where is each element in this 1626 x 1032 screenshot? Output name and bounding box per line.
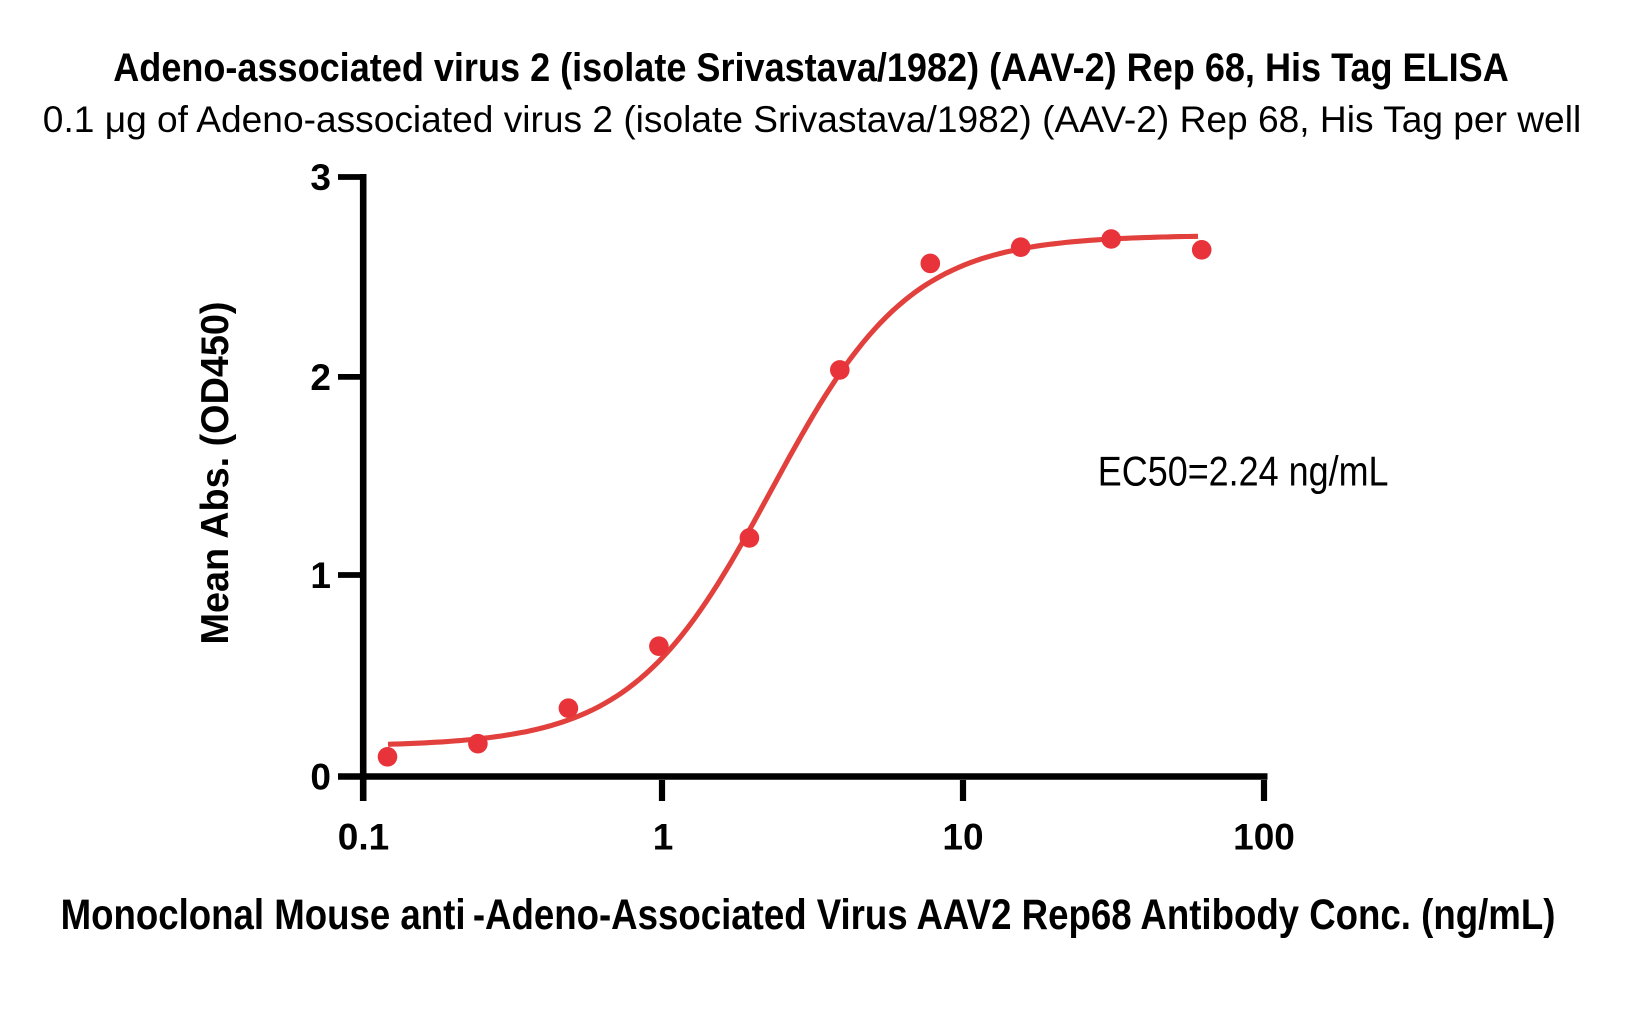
- svg-text:2: 2: [310, 357, 331, 398]
- svg-text:1: 1: [310, 555, 331, 596]
- svg-text:EC50=2.24 ng/mL: EC50=2.24 ng/mL: [1098, 447, 1389, 494]
- svg-text:0: 0: [310, 757, 331, 798]
- svg-text:0.1: 0.1: [338, 817, 389, 858]
- svg-text:1: 1: [653, 817, 674, 858]
- svg-text:100: 100: [1233, 817, 1295, 858]
- svg-text:3: 3: [310, 157, 331, 198]
- svg-text:Monoclonal Mouse anti -Adeno-A: Monoclonal Mouse anti -Adeno-Associated …: [61, 892, 1556, 939]
- svg-text:Adeno-associated virus 2 (isol: Adeno-associated virus 2 (isolate Srivas…: [113, 46, 1509, 90]
- svg-text:Mean Abs. (OD450): Mean Abs. (OD450): [194, 302, 237, 645]
- svg-text:10: 10: [942, 817, 983, 858]
- svg-text:0.1 μg of Adeno-associated vir: 0.1 μg of Adeno-associated virus 2 (isol…: [43, 98, 1581, 140]
